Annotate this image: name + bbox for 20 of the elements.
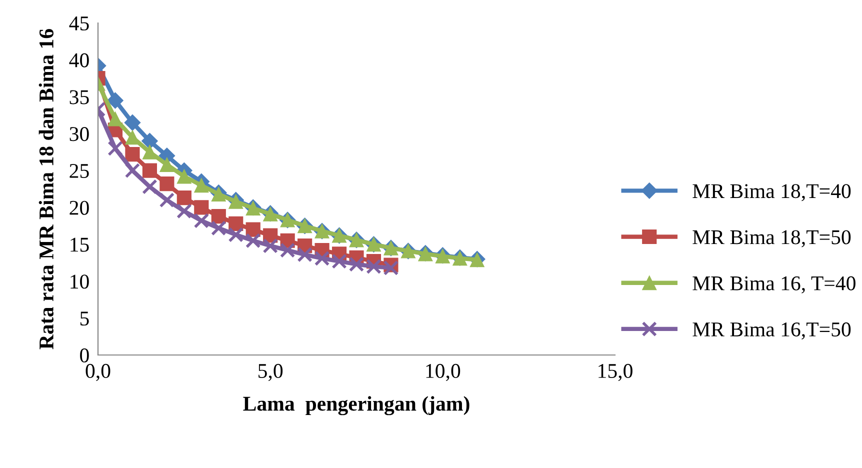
y-tick-label: 20 xyxy=(70,200,89,215)
y-tick-label: 25 xyxy=(70,164,89,178)
y-tick-label: 10 xyxy=(70,274,89,289)
x-tick-label: 10,0 xyxy=(426,364,460,381)
legend-label: MR Bima 18,T=40 xyxy=(692,184,851,202)
y-tick-label: 5 xyxy=(80,312,89,326)
y-tick-label: 15 xyxy=(70,238,89,252)
y-tick-label: 40 xyxy=(69,53,89,68)
x-tick-label: 5,0 xyxy=(258,364,283,381)
legend-label: MR Bima 16, T=40 xyxy=(692,276,856,294)
legend-label: MR Bima 16,T=50 xyxy=(692,322,851,340)
x-tick-label: 15,0 xyxy=(598,364,632,381)
y-tick-label: 0 xyxy=(80,348,89,362)
x-tick-label: 0,0 xyxy=(86,364,110,381)
x-axis-title: Lama pengeringan (jam) xyxy=(243,396,470,416)
legend-label: MR Bima 18,T=50 xyxy=(692,230,851,248)
y-axis-title: Rata rata MR Bima 18 dan Bima 16 xyxy=(38,29,54,350)
y-tick-label: 45 xyxy=(69,16,89,30)
y-tick-label: 30 xyxy=(70,127,89,142)
y-tick-label: 35 xyxy=(70,90,89,104)
